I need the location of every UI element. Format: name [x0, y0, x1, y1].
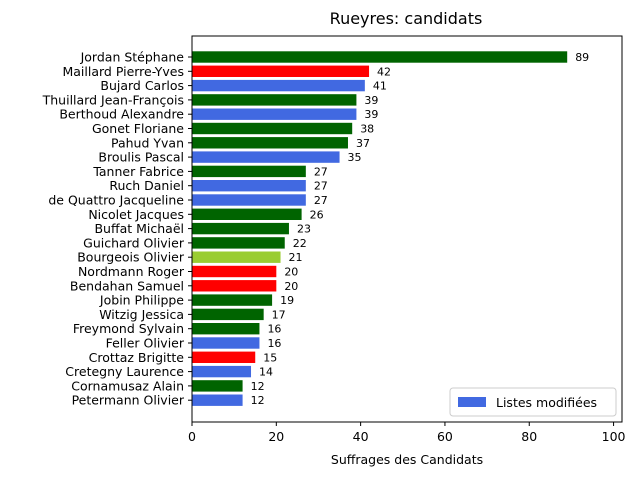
bar-value-label: 27	[314, 194, 328, 207]
bar-value-label: 16	[267, 323, 281, 336]
bar	[192, 251, 281, 263]
bar	[192, 237, 285, 249]
legend-label: Listes modifiées	[496, 395, 597, 410]
bar-value-label: 38	[360, 123, 374, 136]
bar	[192, 208, 302, 220]
bar	[192, 265, 277, 278]
x-tick-label: 0	[188, 429, 196, 444]
legend-swatch	[458, 397, 486, 407]
bar	[192, 165, 306, 178]
bar	[192, 337, 260, 349]
bar	[192, 380, 243, 392]
bar	[192, 137, 348, 149]
category-label: Ruch Daniel	[109, 178, 184, 193]
category-label: Bourgeois Olivier	[77, 250, 185, 265]
category-label: Berthoud Alexandre	[59, 107, 184, 122]
bar-value-label: 39	[364, 94, 378, 107]
bar-value-label: 17	[272, 308, 286, 321]
x-tick-label: 60	[437, 429, 453, 444]
category-label: Jordan Stéphane	[80, 50, 185, 65]
category-label: Cornamusaz Alain	[71, 378, 184, 393]
bar-value-label: 16	[267, 337, 281, 350]
bar	[192, 151, 340, 163]
bar-value-label: 15	[263, 351, 277, 364]
plot-area: 89 Jordan Stéphane 42 Maillard Pierre-Yves 4…	[42, 50, 590, 408]
x-tick-label: 20	[268, 429, 284, 444]
bar-value-label: 14	[259, 366, 273, 379]
x-tick-label: 80	[521, 429, 537, 444]
bar-value-label: 27	[314, 180, 328, 193]
x-axis-label: Suffrages des Candidats	[331, 452, 483, 467]
category-label: Thuillard Jean-François	[42, 92, 184, 107]
bar	[192, 94, 357, 106]
category-label: Guichard Olivier	[83, 235, 185, 250]
bar-value-label: 41	[373, 80, 387, 93]
category-label: Nicolet Jacques	[88, 207, 184, 222]
bar	[192, 122, 353, 135]
category-label: Crottaz Brigitte	[89, 350, 185, 365]
bar-value-label: 23	[297, 223, 311, 236]
category-label: Broulis Pascal	[98, 150, 184, 165]
legend: Listes modifiées	[449, 387, 617, 417]
category-label: Jobin Philippe	[99, 293, 184, 308]
bar	[192, 222, 289, 235]
category-label: Freymond Sylvain	[73, 321, 184, 336]
x-tick-label: 40	[353, 429, 369, 444]
category-label: Nordmann Roger	[78, 264, 185, 279]
category-label: Pahud Yvan	[111, 135, 184, 150]
bar	[192, 194, 306, 206]
plot-frame	[191, 35, 623, 423]
bar-value-label: 42	[377, 65, 391, 78]
category-label: Witzig Jessica	[99, 307, 184, 322]
x-axis: 0 20 40 60 80 100	[188, 422, 626, 444]
bar-value-label: 26	[310, 208, 324, 221]
bar	[192, 65, 370, 77]
category-label: Bujard Carlos	[100, 78, 184, 93]
bar	[192, 323, 260, 335]
bar	[192, 51, 568, 63]
bar-value-label: 20	[284, 266, 298, 279]
category-label: de Quattro Jacqueline	[48, 193, 184, 208]
bar-value-label: 19	[280, 294, 294, 307]
bar	[192, 351, 256, 363]
bar-value-label: 22	[293, 237, 307, 250]
category-label: Gonet Floriane	[92, 121, 184, 136]
bar	[192, 365, 252, 378]
category-label: Feller Olivier	[106, 336, 185, 351]
bar-value-label: 21	[289, 251, 303, 264]
legend-box	[449, 387, 617, 417]
bar	[192, 394, 243, 406]
category-label: Cretegny Laurence	[65, 364, 184, 379]
bar	[192, 108, 357, 120]
category-label: Petermann Olivier	[72, 393, 185, 408]
bar	[192, 79, 365, 92]
x-tick-label: 100	[602, 429, 626, 444]
bar-value-label: 39	[364, 108, 378, 121]
category-label: Maillard Pierre-Yves	[62, 64, 184, 79]
bar-value-label: 35	[348, 151, 362, 164]
bar-value-label: 27	[314, 165, 328, 178]
bar-value-label: 12	[251, 394, 265, 407]
bar	[192, 294, 273, 306]
bar-value-label: 12	[251, 380, 265, 393]
category-label: Tanner Fabrice	[92, 164, 184, 179]
bar	[192, 180, 306, 192]
bar-value-label: 89	[575, 51, 589, 64]
bar	[192, 308, 264, 321]
category-label: Bendahan Samuel	[70, 278, 184, 293]
category-label: Buffat Michaël	[94, 221, 184, 236]
bar-value-label: 20	[284, 280, 298, 293]
bar-value-label: 37	[356, 137, 370, 150]
chart-title: Rueyres: candidats	[330, 9, 483, 28]
bar	[192, 280, 277, 292]
